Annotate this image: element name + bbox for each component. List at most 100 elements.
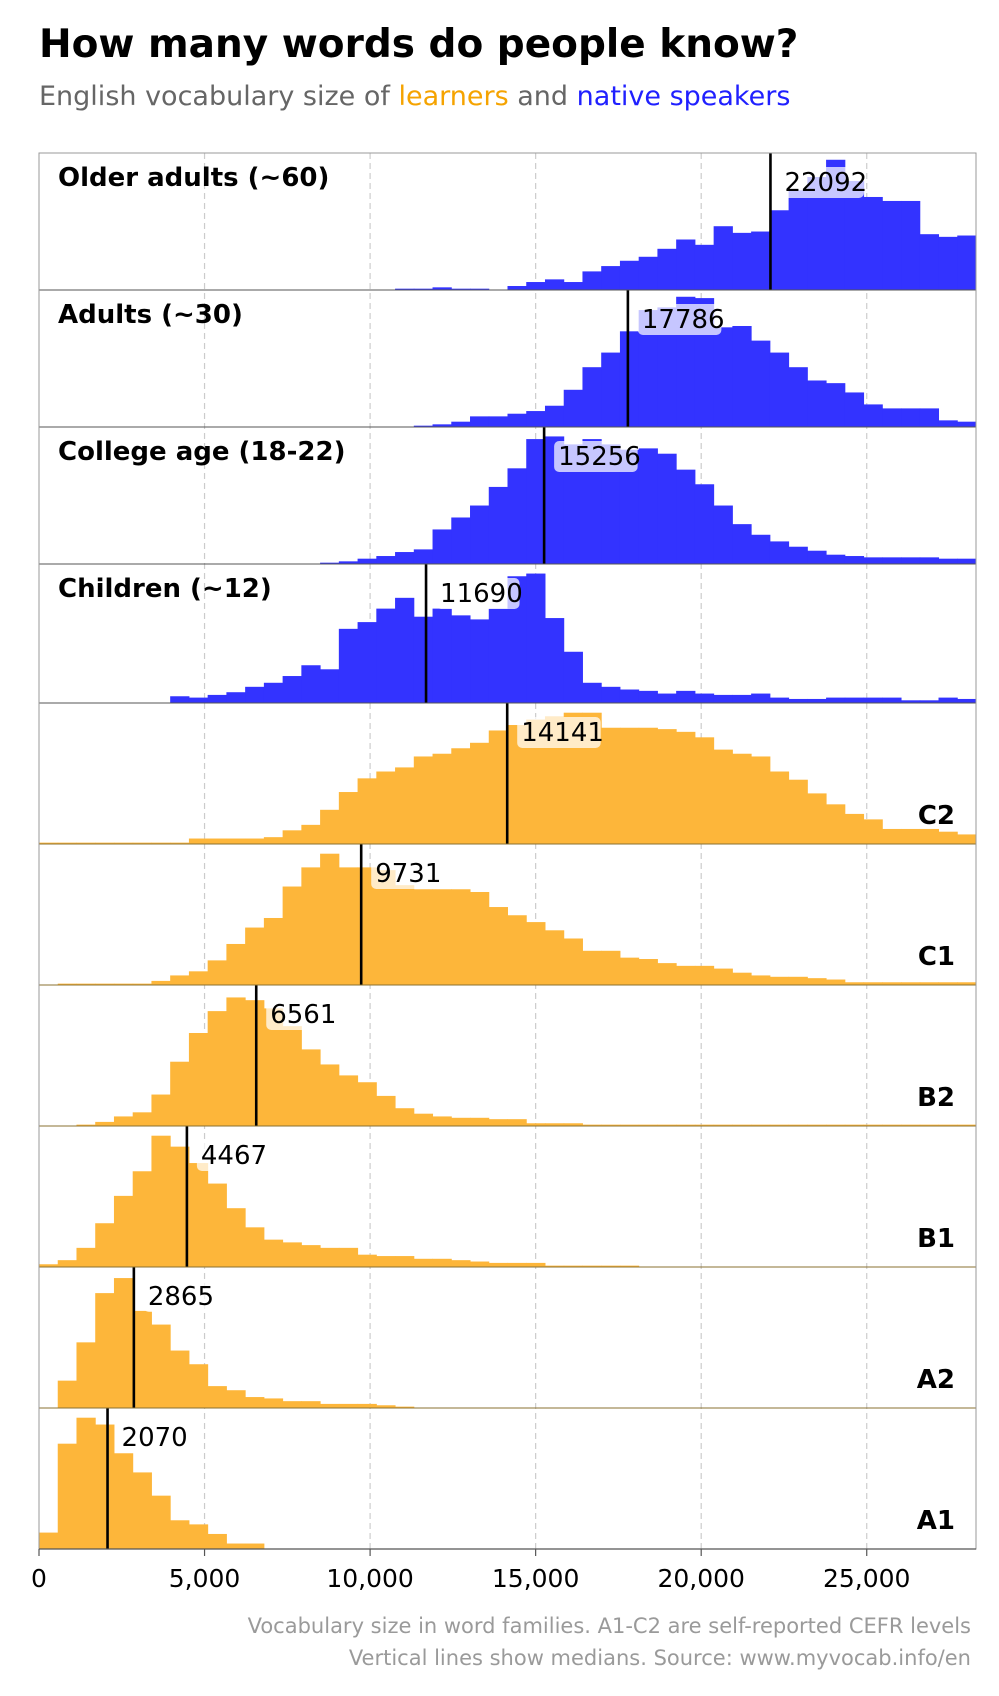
histogram-bar [188,1032,209,1126]
histogram-bar [282,676,302,703]
median-label: 17786 [642,305,725,335]
histogram-bar [301,1049,321,1126]
histogram-bar [788,1124,808,1126]
histogram-bar [188,971,209,985]
subtitle-learners: learners [398,81,509,112]
histogram-bar [226,1543,246,1549]
histogram-bar [882,200,902,290]
histogram-bar [245,1543,265,1549]
histogram-bar [638,256,658,290]
histogram-bar [451,748,471,844]
histogram-bar [713,226,733,290]
histogram-bar [601,352,621,427]
series-label: A2 [917,1365,955,1395]
x-tick-label: 10,000 [326,1564,413,1593]
histogram-bar [544,716,565,844]
histogram-bar [338,867,359,985]
series-label: B2 [917,1083,955,1113]
histogram-bar [376,608,396,703]
histogram-bar [807,698,827,703]
histogram-bar [769,771,790,844]
histogram-bar [807,550,827,564]
histogram-bar [376,1405,396,1408]
histogram-bar [826,554,846,564]
histogram-bar [563,1123,583,1126]
histogram-bar [526,282,546,290]
histogram-bar [657,307,677,427]
histogram-bar [619,1124,640,1126]
histogram-bar [619,260,640,290]
histogram-bar [788,546,808,564]
histogram-bar [582,1124,602,1126]
histogram-bar [226,997,246,1126]
histogram-bar [676,731,696,844]
histogram-bar [826,1124,846,1126]
histogram-bar [713,749,733,844]
histogram-bar [76,983,96,985]
histogram-bar [638,959,658,985]
histogram-bar [544,405,565,427]
histogram-bar [320,1403,340,1408]
histogram-bar [320,1064,340,1126]
histogram-bar [582,367,602,427]
histogram-bar [957,558,977,564]
histogram-bar [901,700,921,703]
histogram-bar [751,340,771,427]
series-label: College age (18-22) [58,437,345,467]
histogram-bar [95,1121,115,1126]
histogram-bar [132,1472,152,1549]
histogram-bar [226,692,246,703]
histogram-bar [151,1135,171,1267]
histogram-bar [170,1146,190,1267]
histogram-bar [263,837,284,844]
histogram-bar [207,1011,227,1126]
histogram-bar [901,982,921,985]
histogram-bar [357,1403,377,1408]
histogram-bar [619,331,640,427]
histogram-bar [413,288,434,290]
histogram-bar [395,767,415,844]
histogram-bar [657,963,677,985]
histogram-bar [769,541,790,564]
histogram-bar [245,686,265,703]
histogram-bar [844,982,865,985]
histogram-bar [676,239,696,290]
histogram-bar [470,416,490,427]
histogram-bar [151,1094,171,1126]
histogram-bar [207,694,227,703]
histogram-bar [901,557,921,564]
histogram-bar [901,828,921,844]
histogram-bar [938,831,958,844]
histogram-bar [113,1278,134,1408]
series-label: C1 [918,942,955,972]
x-tick-label: 5,000 [169,1564,241,1593]
histogram-bar [76,842,96,844]
histogram-bar [657,1124,677,1126]
histogram-bar [432,753,452,844]
histogram-bar [769,697,790,703]
histogram-bar [957,834,977,844]
histogram-bar [263,1008,284,1126]
median-label-background [143,1281,212,1312]
histogram-bar [957,1124,977,1126]
histogram-bar [488,608,508,703]
histogram-bar [657,693,677,703]
median-label: 9731 [375,859,441,889]
histogram-bar [226,838,246,844]
histogram-bar [113,983,134,985]
histogram-bar [638,727,658,844]
histogram-bar [619,689,640,703]
histogram-bar [226,1208,246,1267]
histogram-bar [432,529,452,564]
histogram-bar [919,982,940,985]
median-label-background [371,858,440,889]
histogram-bar [95,842,115,844]
histogram-bar [863,404,883,427]
histogram-bar [788,779,808,844]
histogram-bar [113,1195,134,1267]
footer-source: Vertical lines show medians. Source: www… [348,1646,971,1670]
histogram-bar [357,1254,377,1267]
histogram-bar [919,234,940,290]
histogram-bar [807,1124,827,1126]
histogram-bar [713,1124,733,1126]
